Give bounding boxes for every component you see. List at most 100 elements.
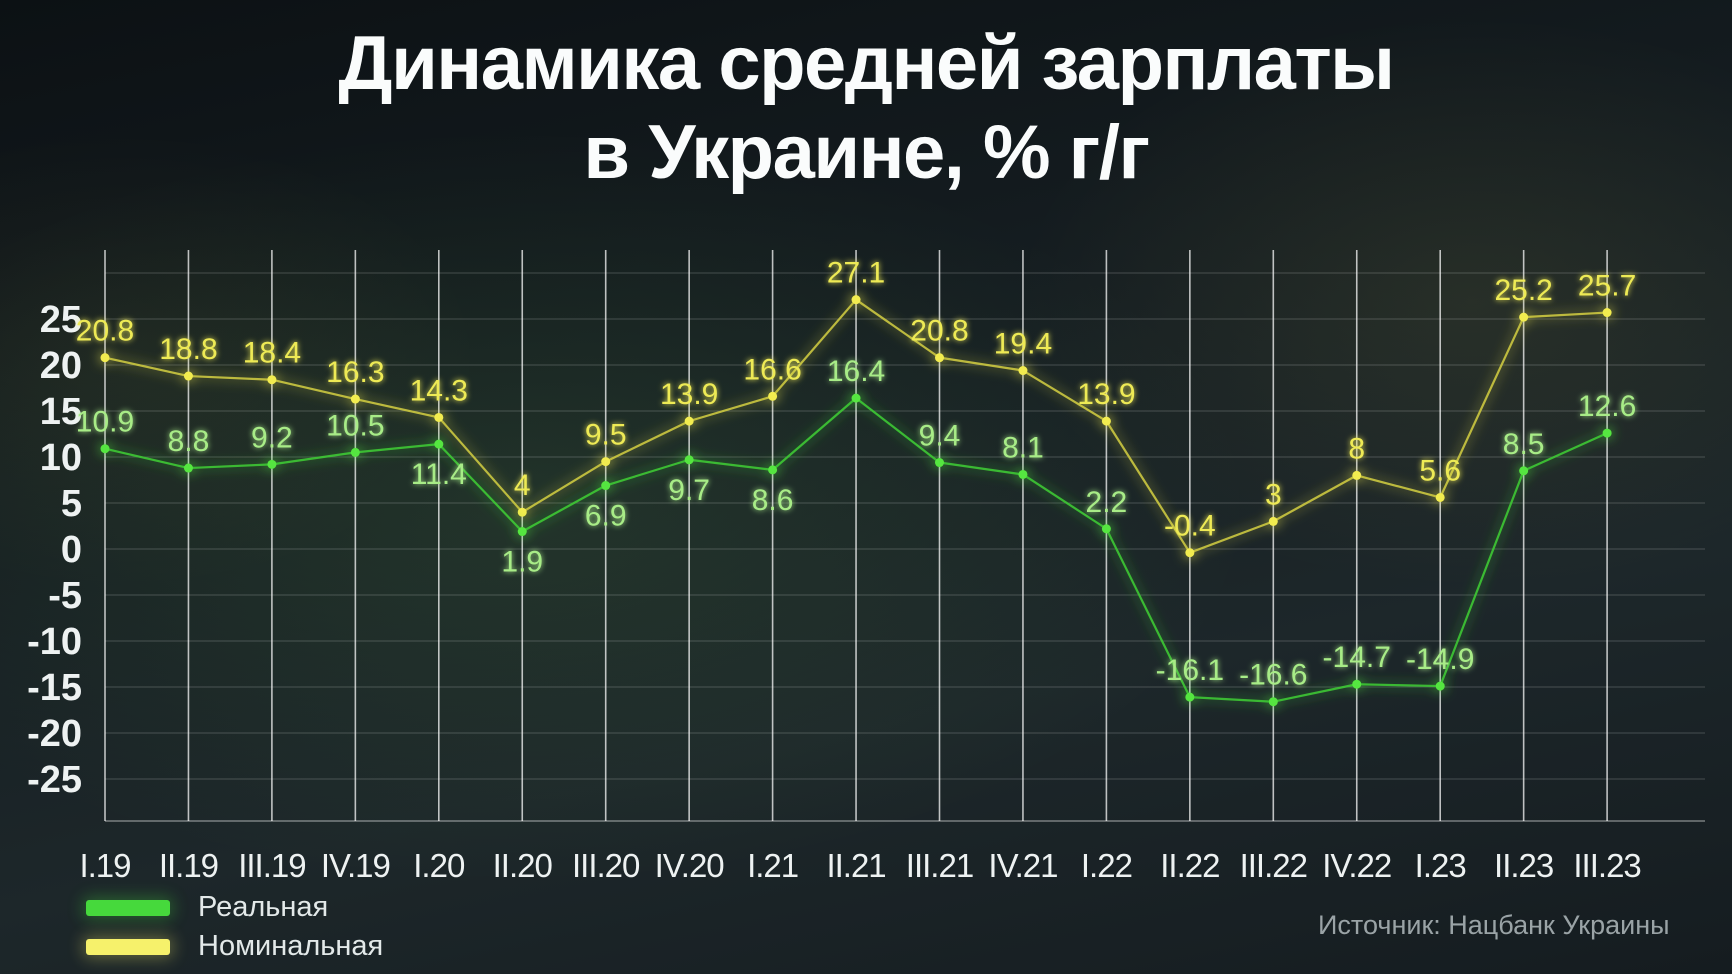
x-tick-label: IV.22 (1322, 847, 1391, 884)
data-point-nominal (1101, 416, 1111, 426)
legend: Реальная Номинальная (86, 893, 383, 961)
x-tick-label: I.19 (79, 847, 130, 884)
x-tick-label: III.23 (1573, 847, 1640, 884)
data-point-nominal (851, 295, 861, 305)
value-label-real: 10.9 (76, 406, 134, 439)
data-point-real (434, 439, 444, 449)
x-tick-label: III.20 (572, 847, 640, 884)
x-tick-label: I.22 (1081, 847, 1132, 884)
data-point-real (267, 459, 277, 469)
vertical-gridlines (104, 250, 1608, 821)
chart-title: Динамика средней зарплаты в Украине, % г… (338, 21, 1395, 195)
value-label-real: 8.1 (1002, 431, 1044, 464)
value-label-nominal: 3 (1265, 478, 1282, 511)
data-point-real (768, 465, 778, 475)
value-label-real: 8.8 (168, 425, 210, 458)
x-tick-label: IV.20 (655, 847, 725, 884)
value-label-real: 9.7 (668, 474, 710, 507)
data-point-real (517, 527, 527, 537)
value-label-nominal: 16.6 (743, 353, 801, 386)
data-point-real (1101, 524, 1111, 534)
data-point-real (1018, 469, 1028, 479)
y-tick-label: 5 (61, 483, 82, 525)
data-point-nominal (601, 457, 611, 467)
data-point-real (1268, 697, 1278, 707)
data-point-nominal (183, 371, 193, 381)
x-tick-label: I.21 (747, 847, 798, 884)
data-point-real (851, 393, 861, 403)
value-label-real: 16.4 (827, 355, 885, 388)
data-point-real (1352, 679, 1362, 689)
legend-label-real: Реальная (198, 891, 329, 923)
data-point-real (350, 447, 360, 457)
value-label-real: 9.4 (919, 420, 961, 453)
x-tick-label: II.21 (826, 847, 885, 884)
x-axis-labels: I.19 II.19 III.19 IV.19 I.20 II.20 III.20 IV.20… (79, 847, 1641, 884)
horizontal-gridlines (105, 272, 1705, 822)
y-tick-label: 15 (40, 391, 82, 433)
y-tick-label: 25 (40, 299, 82, 341)
legend-item-nominal: Номинальная (86, 932, 383, 961)
value-label-nominal: 19.4 (994, 328, 1052, 361)
legend-item-real: Реальная (86, 893, 383, 922)
data-point-nominal (434, 412, 444, 422)
data-point-real (1435, 681, 1445, 691)
value-label-nominal: -0.4 (1164, 510, 1216, 543)
y-tick-label: 20 (40, 345, 82, 387)
data-point-real (1519, 466, 1529, 476)
data-point-real (1185, 692, 1195, 702)
x-tick-label: II.20 (493, 847, 553, 884)
data-point-nominal (517, 507, 527, 517)
data-point-nominal (1519, 312, 1529, 322)
x-tick-label: II.19 (159, 847, 218, 884)
y-tick-label: -10 (27, 621, 82, 663)
legend-swatch-real (86, 899, 170, 916)
data-point-nominal (1435, 492, 1445, 502)
value-label-real: 6.9 (585, 500, 627, 533)
value-label-real: 8.5 (1503, 428, 1545, 461)
value-label-nominal: 5.6 (1419, 454, 1461, 487)
value-label-nominal: 4 (514, 469, 531, 502)
source-credit: Источник: Нацбанк Украины (1318, 910, 1670, 940)
series-real (100, 393, 1612, 707)
x-tick-label: I.20 (413, 847, 465, 884)
y-tick-label: 10 (40, 437, 82, 479)
data-point-real (183, 463, 193, 473)
data-point-nominal (1602, 308, 1612, 318)
value-label-real: 10.5 (326, 409, 384, 442)
value-label-nominal: 20.8 (910, 315, 968, 348)
value-label-real: 8.6 (752, 484, 794, 517)
value-label-nominal: 27.1 (827, 257, 885, 290)
data-point-nominal (1018, 366, 1028, 376)
legend-label-nominal: Номинальная (198, 930, 384, 962)
data-point-real (1602, 428, 1612, 438)
value-labels-real: 10.9 8.8 9.2 10.5 11.4 1.9 6.9 9.7 8.6 16.4 9.4 8.1… (76, 355, 1636, 692)
data-point-nominal (1185, 548, 1195, 558)
y-tick-label: 0 (61, 529, 82, 571)
x-tick-label: III.21 (906, 847, 973, 884)
value-label-nominal: 16.3 (326, 356, 384, 389)
data-point-real (684, 455, 694, 465)
value-labels-nominal: 20.8 18.8 18.4 16.3 14.3 4 9.5 13.9 16.6 27.1 20.8… (76, 257, 1636, 543)
value-label-real: -14.7 (1323, 641, 1391, 674)
data-point-nominal (935, 353, 944, 363)
value-label-nominal: 25.2 (1494, 274, 1552, 307)
data-point-nominal (684, 416, 694, 426)
x-tick-label: I.23 (1415, 847, 1466, 884)
data-point-nominal (768, 391, 778, 401)
value-label-real: 12.6 (1578, 390, 1636, 423)
value-label-nominal: 20.8 (76, 315, 134, 348)
value-label-real: 9.2 (251, 421, 293, 454)
value-label-real: 1.9 (501, 546, 543, 579)
value-label-nominal: 8 (1348, 432, 1365, 465)
value-label-nominal: 18.8 (159, 333, 217, 366)
data-point-nominal (267, 375, 277, 385)
value-label-nominal: 14.3 (410, 374, 468, 407)
value-label-nominal: 9.5 (585, 419, 627, 452)
y-tick-label: -25 (27, 759, 82, 801)
x-tick-label: III.22 (1240, 847, 1307, 884)
value-label-nominal: 13.9 (660, 378, 718, 411)
